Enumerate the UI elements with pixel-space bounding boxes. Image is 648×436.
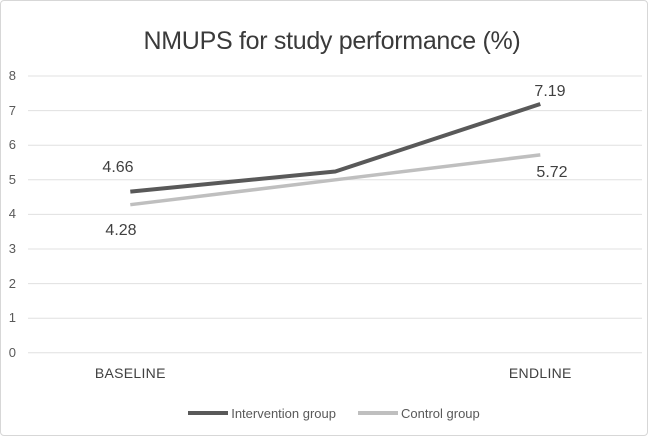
legend-item-control-group: Control group bbox=[358, 406, 480, 421]
y-tick-label: 3 bbox=[8, 241, 16, 256]
legend-item-intervention-group: Intervention group bbox=[188, 406, 336, 421]
legend-label: Control group bbox=[401, 405, 480, 421]
y-tick-label: 7 bbox=[8, 102, 16, 118]
x-axis-label-baseline: BASELINE bbox=[94, 365, 166, 381]
y-tick-label: 8 bbox=[8, 68, 16, 83]
legend-line-swatch bbox=[188, 411, 229, 415]
y-tick-label: 2 bbox=[8, 275, 16, 291]
series-line-intervention-group bbox=[130, 102, 541, 194]
y-tick-label: 4 bbox=[8, 206, 16, 222]
y-tick-label: 0 bbox=[8, 344, 16, 360]
y-tick-label: 1 bbox=[8, 310, 16, 326]
series-line-control-group bbox=[130, 153, 541, 207]
y-tick-label: 6 bbox=[8, 137, 16, 153]
data-label: 4.66 bbox=[102, 158, 134, 176]
legend-label: Intervention group bbox=[231, 405, 336, 421]
legend: Intervention group Control group bbox=[21, 404, 647, 422]
data-label: 5.72 bbox=[536, 163, 568, 181]
y-tick-label: 5 bbox=[8, 171, 16, 187]
x-axis-label-endline: ENDLINE bbox=[508, 365, 572, 381]
chart-title: NMUPS for study performance (%) bbox=[143, 27, 521, 55]
legend-line-swatch bbox=[358, 411, 398, 415]
data-label: 4.28 bbox=[105, 222, 137, 239]
data-label: 7.19 bbox=[534, 83, 566, 101]
